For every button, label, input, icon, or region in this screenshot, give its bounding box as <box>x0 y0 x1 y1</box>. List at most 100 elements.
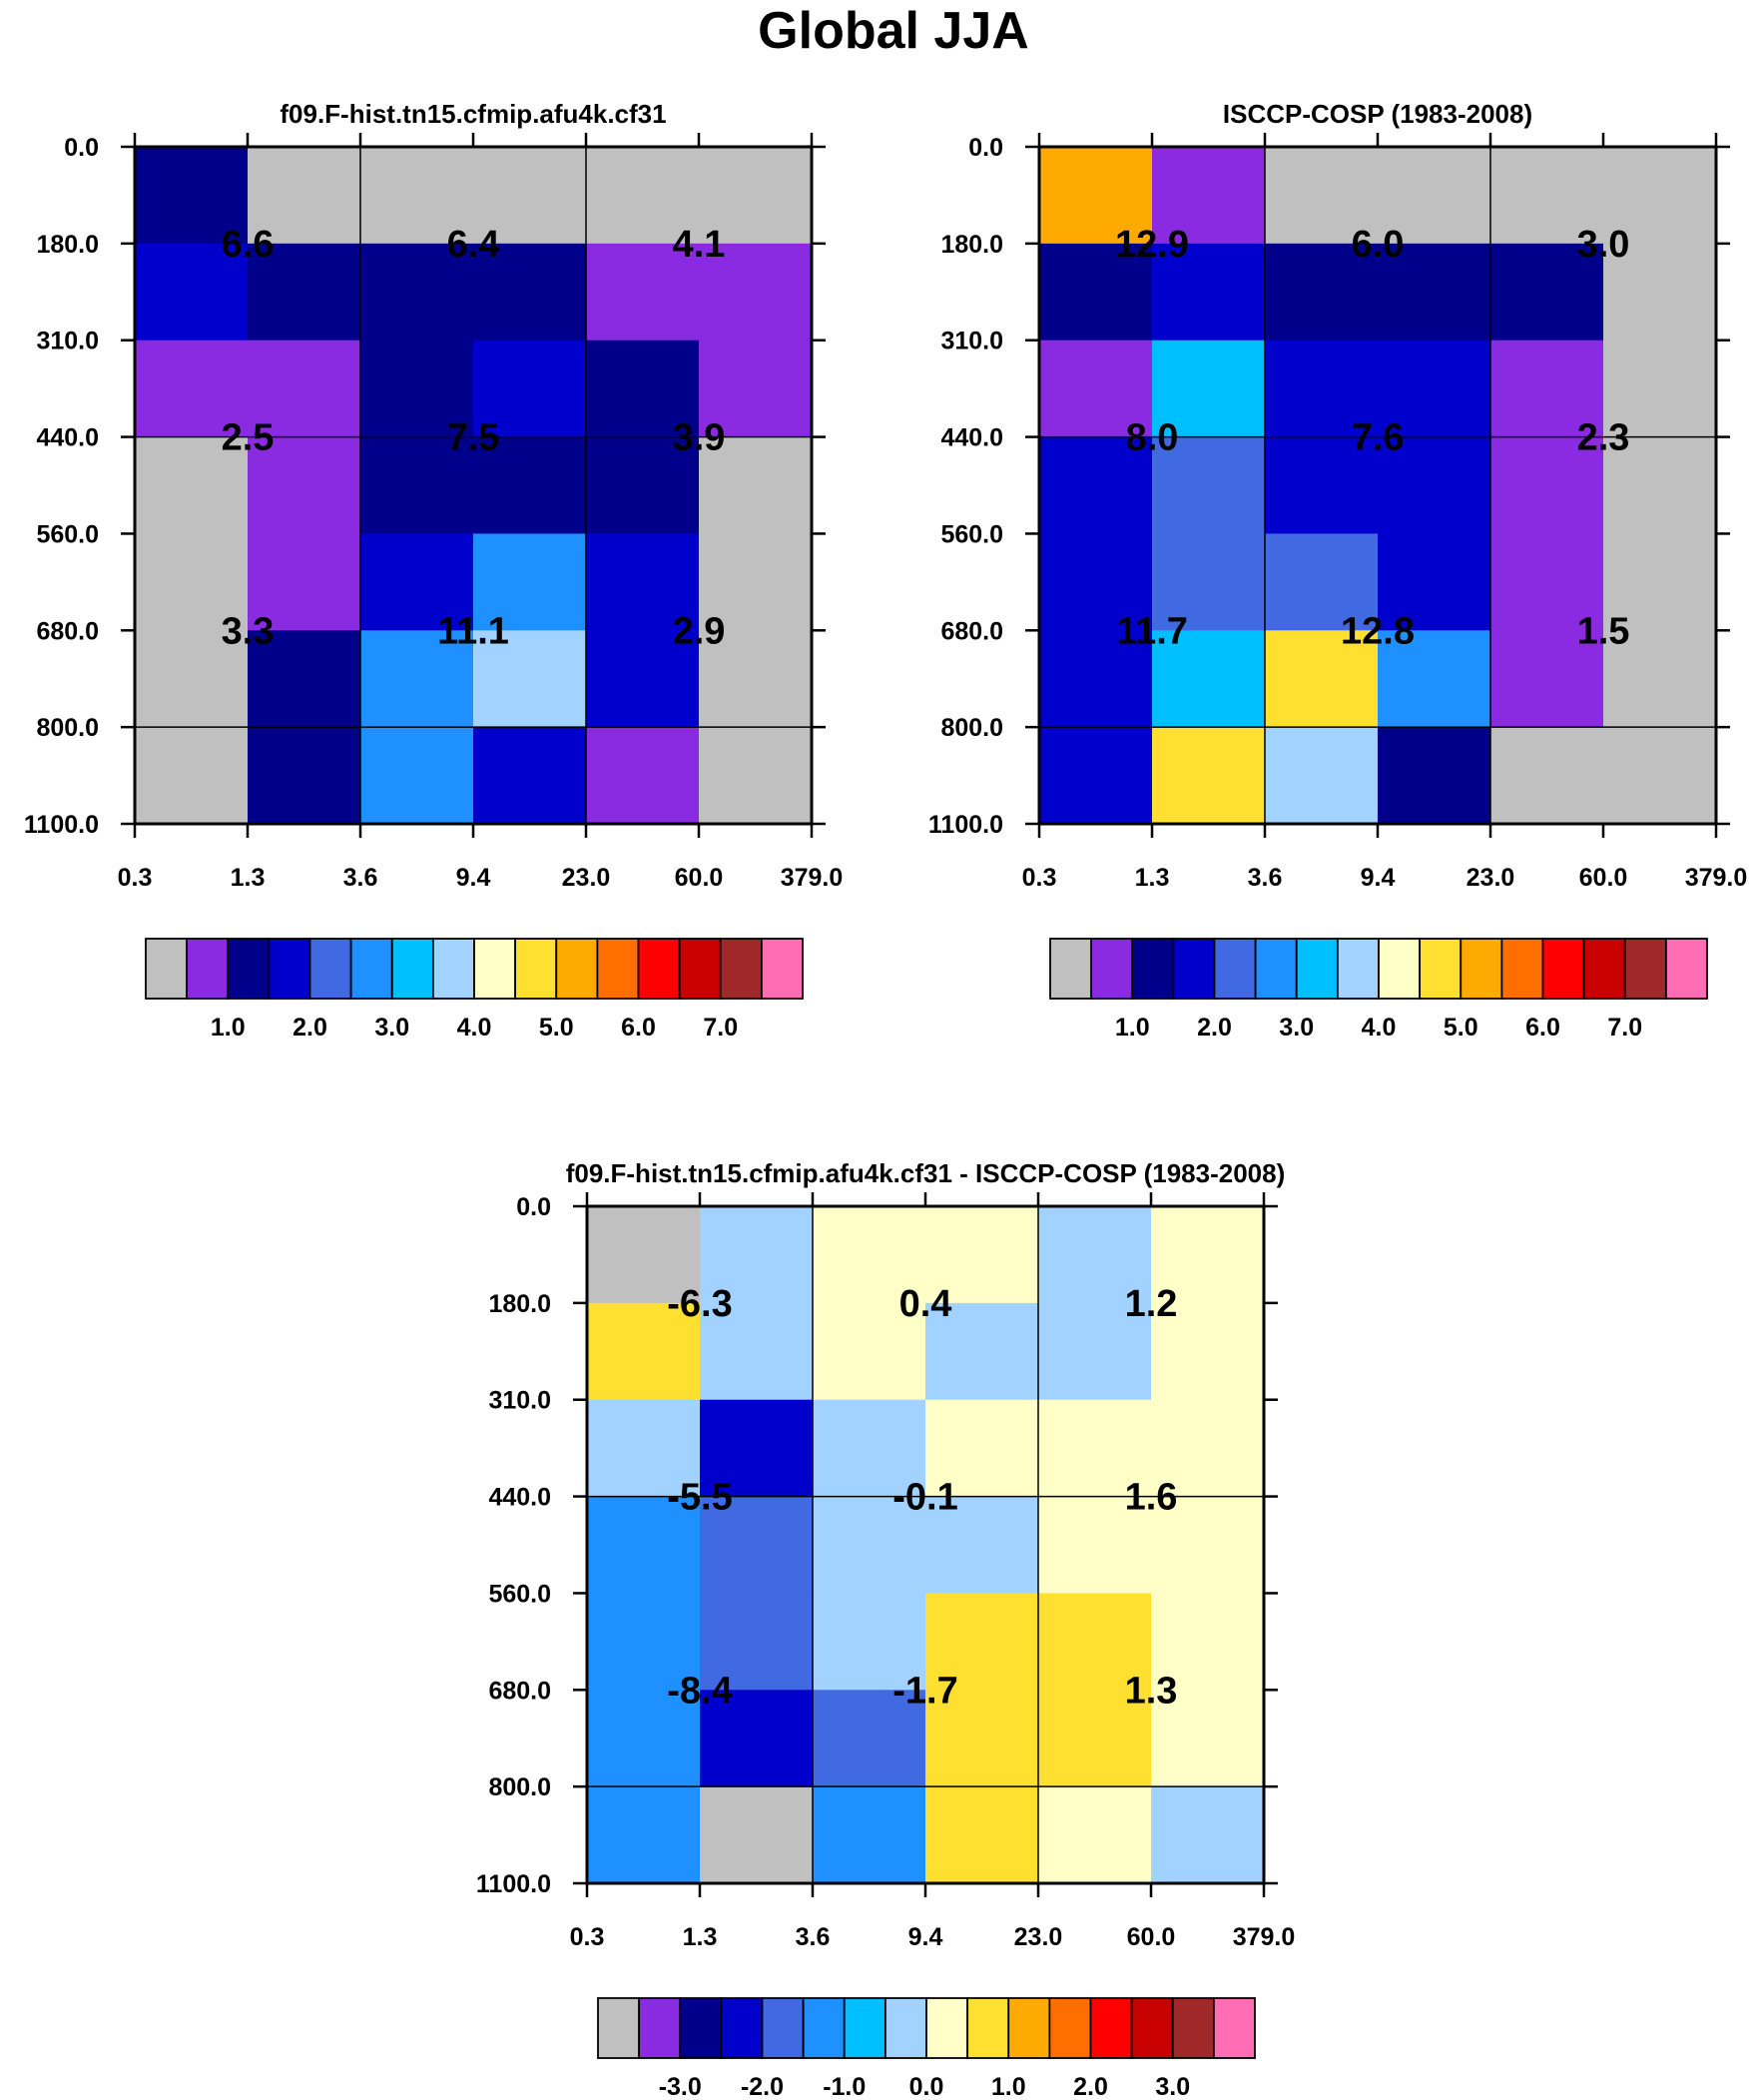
x-tick-label: 1.3 <box>231 864 266 892</box>
y-tick-label: 1100.0 <box>24 811 99 839</box>
heatmap-cell <box>248 727 361 825</box>
heatmap-cell <box>135 436 249 535</box>
heatmap-cell <box>1152 243 1266 342</box>
heatmap-cell <box>1151 1399 1265 1498</box>
x-tick-label: 9.4 <box>908 1923 943 1951</box>
panel-title: f09.F-hist.tn15.cfmip.afu4k.cf31 - ISCCP… <box>566 1158 1286 1188</box>
heatmap-cell <box>1038 1786 1152 1884</box>
heatmap-cell <box>925 1786 1039 1884</box>
heatmap-cell <box>925 1206 1039 1304</box>
colorbar-label: 7.0 <box>703 1014 738 1042</box>
y-tick-label: 680.0 <box>488 1677 551 1705</box>
heatmap-cell <box>699 436 813 535</box>
heatmap-cell <box>586 630 700 728</box>
heatmap-cell <box>699 630 813 728</box>
y-tick-label: 680.0 <box>36 617 99 645</box>
heatmap-cell <box>1378 147 1491 245</box>
value-annotation: 8.0 <box>1126 417 1179 459</box>
colorbar-box <box>925 1997 969 2059</box>
heatmap-cell <box>1265 630 1379 728</box>
colorbar-box <box>1378 938 1422 1000</box>
heatmap-cell <box>813 1302 926 1401</box>
x-tick-label: 0.3 <box>1022 864 1057 892</box>
y-tick-label: 440.0 <box>488 1484 551 1512</box>
colorbar-box <box>1048 1997 1092 2059</box>
heatmap-cell <box>586 533 700 631</box>
heatmap-cell <box>700 1399 814 1498</box>
heatmap-cell <box>813 1593 926 1691</box>
heatmap-cell <box>1378 340 1491 438</box>
value-annotation: -1.7 <box>892 1670 957 1712</box>
heatmap-cell <box>135 630 249 728</box>
heatmap-cell <box>587 1496 701 1595</box>
x-tick-label: 3.6 <box>343 864 378 892</box>
colorbar-box <box>761 1997 805 2059</box>
heatmap-cell <box>586 727 700 825</box>
heatmap-cell <box>1039 436 1153 535</box>
value-annotation: 2.9 <box>673 610 726 652</box>
heatmap-cell <box>360 727 474 825</box>
panel-observation: ISCCP-COSP (1983-2008) 0.3 1.3 3.6 9.4 23.0 60… <box>928 99 1747 1042</box>
heatmap-cell <box>1603 243 1717 342</box>
y-tick-label: 560.0 <box>940 520 1003 548</box>
heatmap-cell <box>699 340 813 438</box>
colorbar-box <box>596 938 640 1000</box>
heatmap-cell <box>1603 340 1717 438</box>
heatmap-cell <box>700 1593 814 1691</box>
colorbar-box <box>1090 938 1134 1000</box>
colorbar-label: 6.0 <box>621 1014 656 1042</box>
y-tick-label: 310.0 <box>36 328 99 355</box>
value-annotation: 2.5 <box>222 417 275 459</box>
colorbar-box <box>186 938 230 1000</box>
x-tick-label: 60.0 <box>1579 864 1628 892</box>
heatmap-cell <box>1603 147 1717 245</box>
heatmap-cell <box>1039 243 1153 342</box>
colorbar-box <box>1049 938 1093 1000</box>
colorbar-box <box>1213 938 1257 1000</box>
heatmap-cell <box>1603 727 1717 825</box>
value-annotation: 1.2 <box>1125 1283 1178 1325</box>
heatmap-cell <box>1265 436 1379 535</box>
x-tick-label: 23.0 <box>562 864 611 892</box>
heatmap-cell <box>587 1206 701 1304</box>
colorbar-box <box>843 1997 886 2059</box>
colorbar-label: 3.0 <box>1155 2073 1190 2100</box>
colorbar-box <box>760 938 804 1000</box>
panel-model: f09.F-hist.tn15.cfmip.afu4k.cf31 0.3 1.3 3.… <box>24 99 843 1042</box>
colorbar-label: 1.0 <box>211 1014 246 1042</box>
colorbar-label: 2.0 <box>293 1014 327 1042</box>
colorbar-label: -1.0 <box>823 2073 866 2100</box>
heatmap-cell <box>1151 1690 1265 1787</box>
y-tick-label: 440.0 <box>36 424 99 452</box>
heatmap-cell <box>1038 1302 1152 1401</box>
y-tick-label: 0.0 <box>516 1193 551 1221</box>
heatmap-cell <box>1265 243 1379 342</box>
heatmap-cell <box>360 533 474 631</box>
colorbar-box <box>431 938 475 1000</box>
colorbar-box <box>597 1997 641 2059</box>
heatmap-cell <box>473 630 587 728</box>
heatmap-cell <box>1490 436 1604 535</box>
heatmap-cell <box>1152 630 1266 728</box>
heatmap-cell <box>699 147 813 245</box>
colorbar-box <box>679 1997 723 2059</box>
heatmap-cell <box>1378 727 1491 825</box>
value-annotation: -0.1 <box>892 1477 957 1519</box>
heatmap-cell <box>1151 1496 1265 1595</box>
x-tick-label: 60.0 <box>1127 1923 1176 1951</box>
heatmap-cell <box>700 1786 814 1884</box>
heatmap-cell <box>699 727 813 825</box>
colorbar-label: 2.0 <box>1073 2073 1108 2100</box>
value-annotation: 12.9 <box>1115 224 1189 266</box>
colorbar-box <box>349 938 393 1000</box>
heatmap-cell <box>586 147 700 245</box>
heatmap-cell <box>587 1593 701 1691</box>
colorbar-label: 4.0 <box>457 1014 492 1042</box>
heatmap-cell <box>135 727 249 825</box>
y-tick-label: 180.0 <box>488 1290 551 1318</box>
colorbar-box <box>1623 938 1667 1000</box>
heatmap-cell <box>813 1496 926 1595</box>
heatmap-cell <box>135 340 249 438</box>
heatmap-cell <box>925 1690 1039 1787</box>
